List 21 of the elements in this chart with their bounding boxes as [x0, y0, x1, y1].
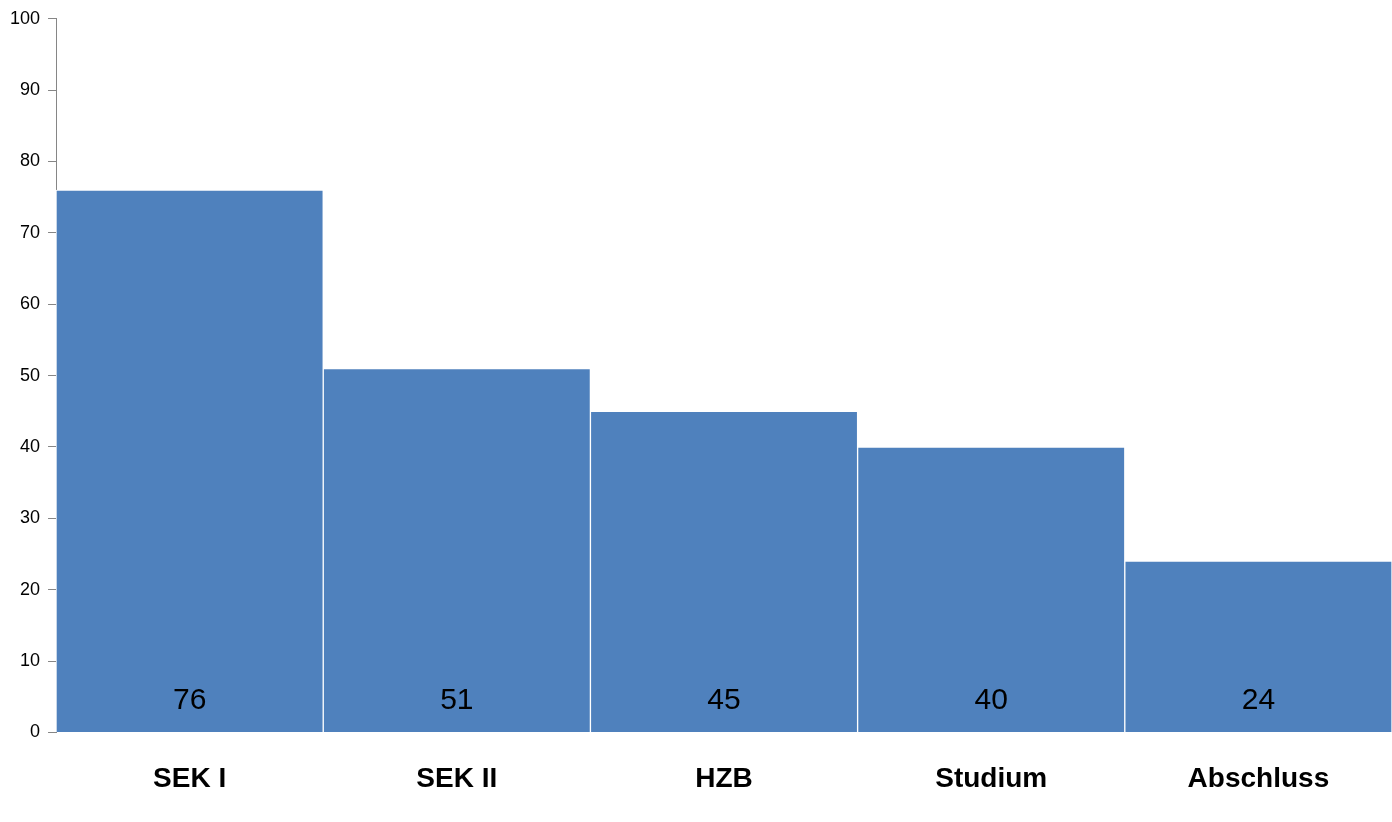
x-tick-label: SEK I	[153, 761, 227, 793]
data-label: 76	[172, 681, 207, 715]
data-label: 24	[1241, 681, 1276, 715]
y-tick-label: 90	[20, 79, 41, 100]
x-tick-label: HZB	[695, 761, 753, 793]
x-tick-label: Studium	[935, 761, 1048, 793]
y-tick-label: 20	[20, 578, 41, 599]
y-tick-label: 60	[20, 293, 41, 314]
data-label: 51	[440, 681, 474, 715]
y-tick-label: 40	[20, 435, 41, 456]
x-tick-label: Abschluss	[1187, 761, 1330, 793]
y-tick-label: 30	[20, 507, 41, 528]
data-label: 40	[974, 681, 1008, 715]
y-tick-label: 70	[20, 221, 41, 242]
y-tick-label: 80	[20, 150, 41, 171]
y-tick-label: 0	[30, 721, 41, 742]
data-label: 45	[707, 681, 741, 715]
y-tick-label: 50	[20, 364, 41, 385]
y-tick-label: 10	[20, 650, 41, 671]
x-tick-label: SEK II	[416, 761, 498, 793]
y-tick-label: 100	[9, 7, 41, 28]
